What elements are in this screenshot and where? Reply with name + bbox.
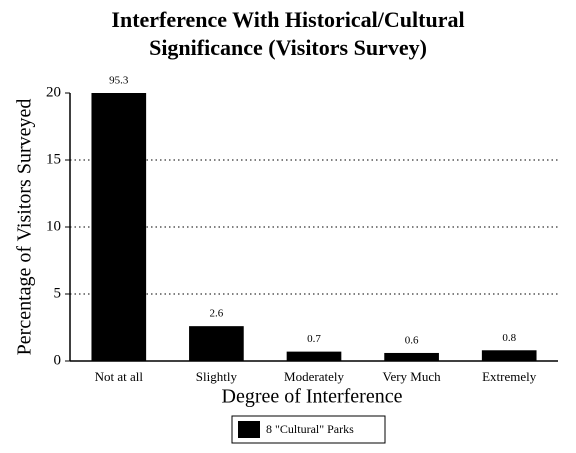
data-label: 0.7 (307, 333, 321, 345)
y-tick-label: 10 (46, 218, 61, 234)
legend-swatch (238, 421, 260, 438)
y-tick-label: 0 (54, 352, 62, 368)
chart-title: Interference With Historical/Cultural (111, 7, 464, 32)
y-tick-label: 5 (54, 285, 62, 301)
bar (91, 93, 147, 361)
bar (384, 352, 439, 361)
chart-title: Significance (Visitors Survey) (149, 35, 427, 60)
data-label: 0.8 (502, 332, 516, 344)
x-tick-label: Slightly (196, 369, 238, 384)
y-tick-label: 15 (46, 151, 61, 167)
y-tick-label: 20 (46, 84, 61, 100)
bar (481, 350, 537, 361)
y-axis-label: Percentage of Visitors Surveyed (14, 99, 36, 356)
legend-label: 8 "Cultural" Parks (266, 422, 354, 436)
data-label: 0.6 (405, 334, 419, 346)
x-tick-label: Very Much (383, 369, 442, 384)
data-label: 95.3 (109, 75, 129, 87)
bars (91, 93, 537, 361)
data-label: 2.6 (210, 308, 224, 320)
plot-area (65, 92, 558, 362)
x-tick-label: Moderately (284, 369, 344, 384)
x-tick-label: Not at all (95, 369, 144, 384)
bar (189, 326, 244, 361)
bar (286, 351, 342, 361)
x-tick-label: Extremely (482, 369, 537, 384)
x-axis-label: Degree of Interference (222, 386, 403, 408)
